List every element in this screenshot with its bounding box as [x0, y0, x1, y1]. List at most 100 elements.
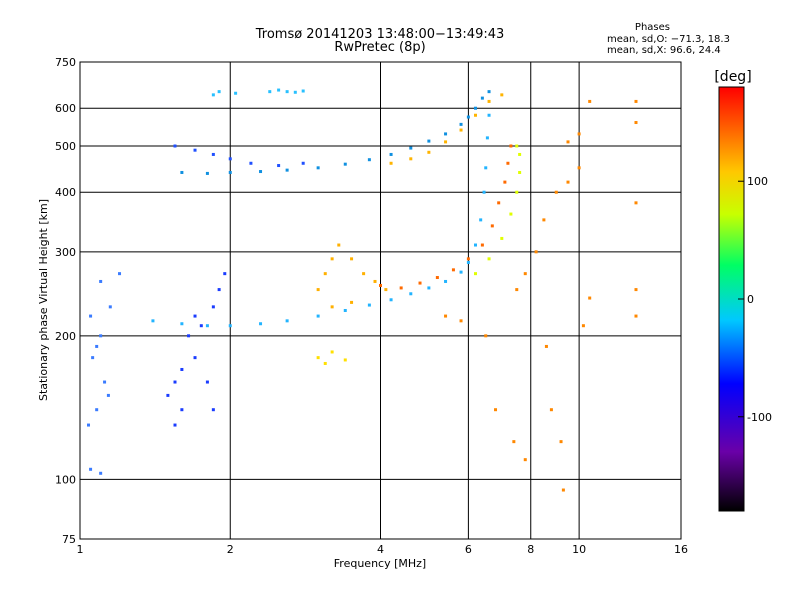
- point-8-4: [515, 190, 519, 194]
- point-4-1: [193, 148, 197, 152]
- point-2-20: [487, 113, 491, 117]
- point-3-10: [427, 139, 431, 143]
- point-3-3: [259, 170, 263, 174]
- chart-title: Tromsø 20141203 13:48:00−13:49:43: [255, 27, 505, 42]
- x-axis-label: Frequency [MHz]: [334, 557, 426, 570]
- point-3-15: [480, 96, 484, 100]
- point-2-1: [180, 322, 184, 326]
- point-11-23: [577, 132, 581, 136]
- point-6-4: [451, 268, 455, 272]
- point-1-12: [217, 288, 221, 292]
- point-0-9: [99, 279, 103, 283]
- point-7-3: [444, 140, 448, 144]
- point-11-16: [544, 344, 548, 348]
- point-9-5: [362, 272, 366, 276]
- point-2-7: [343, 308, 347, 312]
- point-2-2: [205, 324, 209, 328]
- phase-stats-x: mean, sd,X: 96.6, 24.4: [607, 45, 721, 56]
- point-9-6: [373, 279, 377, 283]
- point-5-7: [301, 89, 305, 93]
- point-2-10: [409, 292, 413, 296]
- point-0-3: [95, 408, 99, 412]
- point-0-0: [89, 467, 93, 471]
- point-6-9: [503, 180, 507, 184]
- point-8-1: [487, 257, 491, 261]
- point-11-26: [581, 324, 585, 328]
- point-1-3: [193, 356, 197, 360]
- point-2-18: [484, 166, 488, 170]
- point-6-7: [490, 224, 494, 228]
- point-11-7: [588, 99, 592, 103]
- phase-stats-title: Phases: [634, 22, 670, 33]
- point-3-11: [444, 132, 448, 136]
- point-2-14: [466, 260, 470, 264]
- point-7-0: [389, 161, 393, 165]
- y-tick-label-0: 75: [62, 533, 76, 546]
- point-5-3: [268, 90, 272, 94]
- point-3-13: [466, 115, 470, 119]
- phase-stats-o: mean, sd,O: −71.3, 18.3: [607, 34, 730, 45]
- point-8-0: [473, 272, 477, 276]
- point-9-7: [384, 288, 388, 292]
- point-7-4: [459, 128, 463, 132]
- point-11-12: [634, 314, 638, 318]
- point-3-0: [180, 170, 184, 174]
- point-6-2: [418, 281, 422, 285]
- point-5-0: [211, 93, 215, 97]
- point-2-16: [479, 218, 483, 222]
- point-5-5: [285, 90, 289, 94]
- point-11-15: [549, 408, 553, 412]
- colorbar-tick-label-2: -100: [747, 411, 772, 424]
- point-1-6: [205, 380, 209, 384]
- point-2-3: [228, 324, 232, 328]
- point-6-0: [379, 283, 382, 287]
- point-8-5: [518, 170, 522, 174]
- point-11-21: [459, 319, 463, 323]
- point-2-12: [444, 279, 448, 283]
- point-2-9: [389, 298, 393, 302]
- point-4-2: [211, 152, 215, 156]
- point-2-11: [427, 286, 431, 290]
- point-7-7: [500, 93, 504, 97]
- x-tick-label-6: 16: [674, 543, 688, 556]
- point-11-3: [542, 218, 546, 222]
- point-0-1: [99, 471, 103, 475]
- x-tick-label-2: 4: [377, 543, 384, 556]
- point-11-9: [634, 121, 638, 125]
- point-0-8: [108, 305, 112, 309]
- point-4-5: [277, 164, 281, 168]
- point-2-6: [316, 314, 320, 318]
- point-11-10: [634, 201, 638, 205]
- point-9-0: [316, 288, 320, 292]
- point-8-7: [515, 144, 519, 148]
- y-tick-label-5: 500: [55, 140, 76, 153]
- point-9-8: [330, 305, 334, 309]
- point-9-2: [330, 257, 334, 261]
- point-0-5: [91, 356, 95, 360]
- point-9-1: [323, 272, 327, 276]
- point-11-5: [566, 180, 570, 184]
- point-1-0: [166, 393, 170, 397]
- point-1-11: [211, 305, 215, 309]
- point-11-1: [523, 272, 527, 276]
- point-7-1: [409, 157, 413, 161]
- point-11-13: [561, 488, 565, 492]
- point-3-8: [389, 152, 393, 156]
- point-1-1: [173, 380, 177, 384]
- point-11-18: [512, 440, 516, 444]
- point-6-3: [435, 276, 439, 280]
- point-11-11: [634, 288, 638, 292]
- colorbar-ticks: 100 0 -100: [738, 175, 772, 424]
- point-11-19: [494, 408, 498, 412]
- point-4-4: [249, 161, 253, 165]
- point-3-9: [409, 146, 413, 150]
- point-2-8: [367, 303, 371, 307]
- point-3-4: [285, 168, 289, 172]
- point-1-13: [223, 272, 227, 276]
- point-3-16: [487, 90, 491, 94]
- colorbar-label: [deg]: [714, 69, 751, 85]
- point-1-5: [199, 324, 203, 328]
- y-tick-label-2: 200: [55, 330, 76, 343]
- point-11-0: [515, 288, 519, 292]
